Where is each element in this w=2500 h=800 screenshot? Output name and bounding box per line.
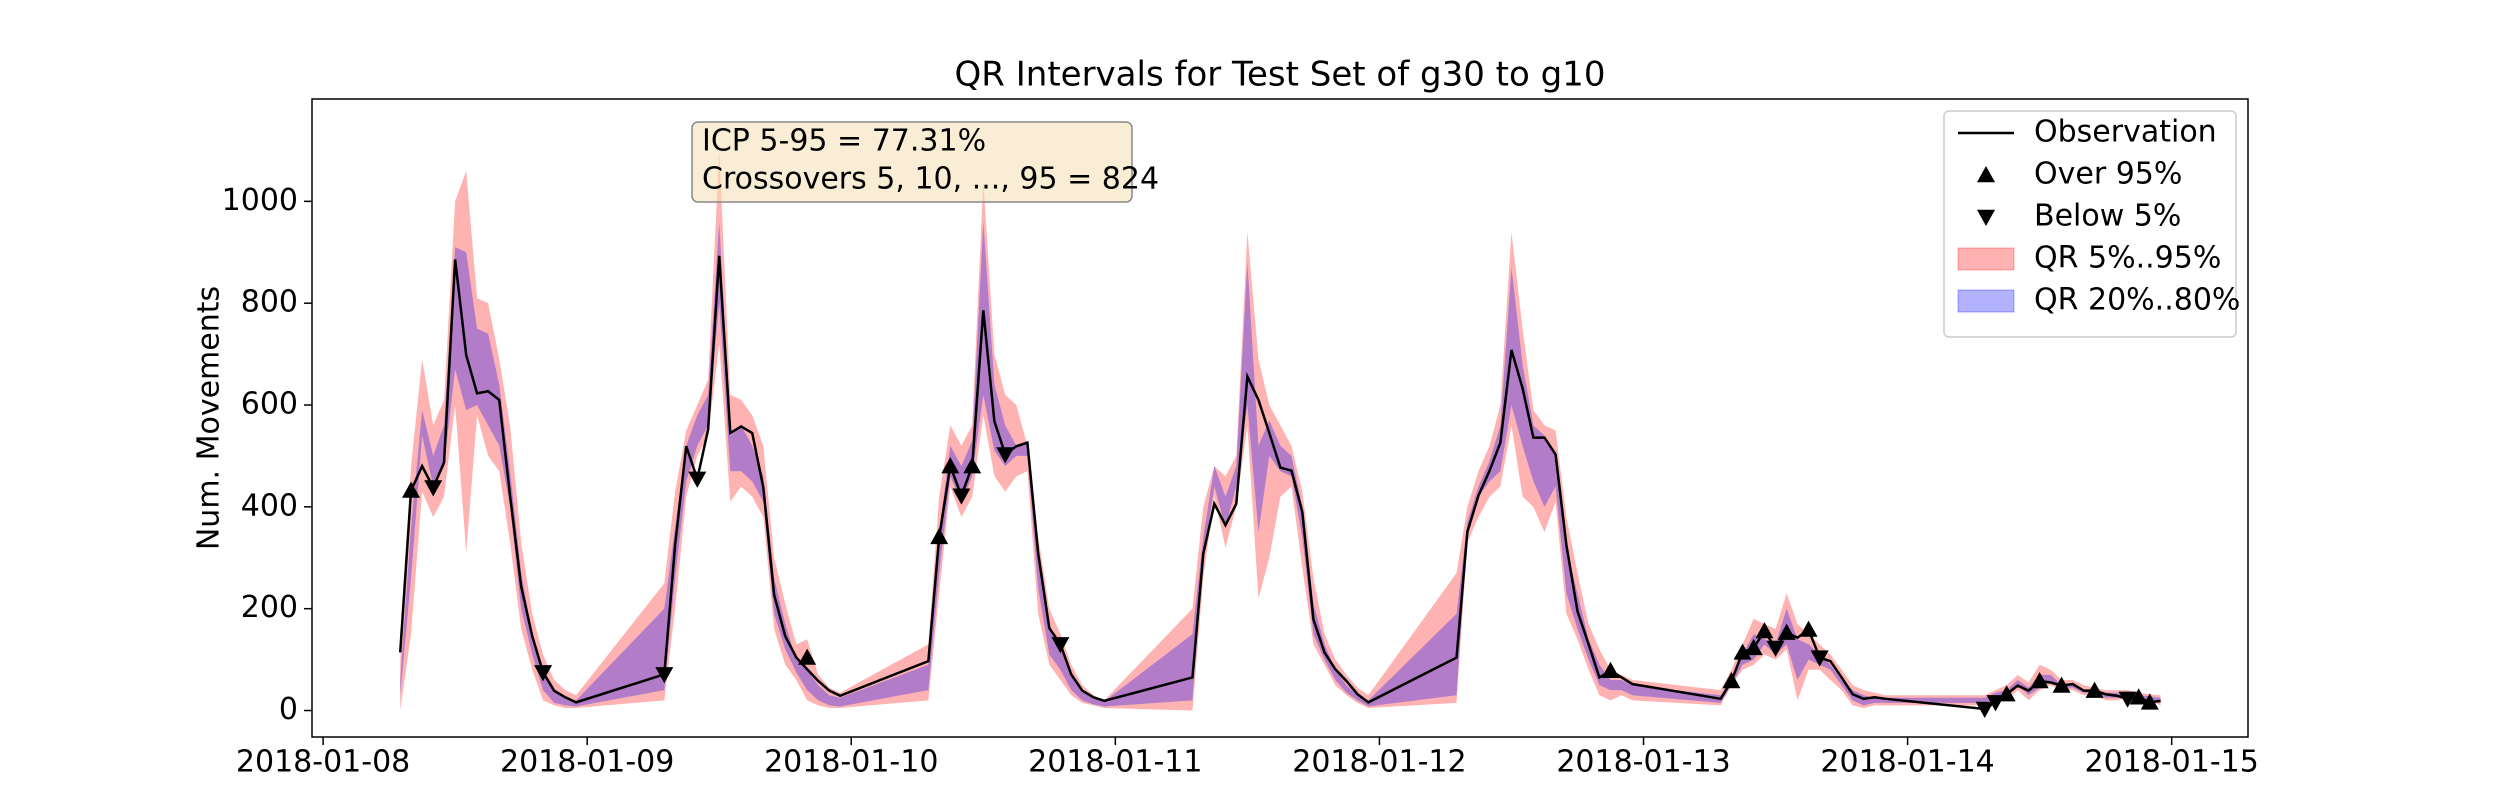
legend-swatch xyxy=(1957,247,2015,271)
y-tick-label: 1000 xyxy=(222,183,298,218)
marker xyxy=(930,527,949,545)
annotation: ICP 5-95 = 77.31%Crossovers 5, 10, ..., … xyxy=(691,121,1159,203)
x-tick-label: 2018-01-14 xyxy=(1820,745,1994,780)
marker xyxy=(2118,691,2137,708)
marker xyxy=(1799,620,1818,637)
marker xyxy=(2140,693,2159,710)
marker xyxy=(941,457,960,474)
marker xyxy=(798,648,817,665)
x-tick-label: 2018-01-15 xyxy=(2085,745,2259,780)
legend: Observation Over 95% Below 5% QR 5%..95% QR … xyxy=(1943,110,2240,338)
marker xyxy=(1766,640,1785,657)
marker xyxy=(996,447,1015,464)
observation-line xyxy=(398,255,2161,711)
band-area xyxy=(400,150,2161,711)
axes-frame xyxy=(311,98,2249,738)
chart-title: QR Intervals for Test Set of g30 to g10 xyxy=(955,55,1606,95)
marker xyxy=(1601,661,1620,679)
marker xyxy=(1722,671,1741,689)
y-tick-label: 400 xyxy=(241,488,298,523)
marker xyxy=(1755,622,1774,639)
marker xyxy=(655,667,674,684)
marker xyxy=(1777,623,1796,640)
y-tick-label: 600 xyxy=(241,387,298,422)
marker xyxy=(688,471,707,488)
x-tick-label: 2018-01-11 xyxy=(1028,745,1202,780)
legend-label: Over 95% xyxy=(2034,157,2182,192)
annotation-text: Crossovers 5, 10, ..., 95 = 824 xyxy=(702,162,1159,197)
x-tick-label: 2018-01-13 xyxy=(1556,745,1730,780)
marker xyxy=(2052,676,2071,693)
y-tick-label: 200 xyxy=(241,590,298,625)
plot-area xyxy=(398,150,2161,718)
x-tick-label: 2018-01-12 xyxy=(1292,745,1466,780)
x-tick-label: 2018-01-10 xyxy=(764,745,938,780)
x-tick-label: 2018-01-09 xyxy=(500,745,674,780)
annotation-box xyxy=(691,121,1133,203)
x-tick-label: 2018-01-08 xyxy=(236,745,410,780)
y-tick-label: 800 xyxy=(241,285,298,320)
y-tick-label: 0 xyxy=(279,692,298,727)
marker xyxy=(1986,695,2005,712)
marker xyxy=(534,665,553,682)
legend-label: Below 5% xyxy=(2034,199,2181,234)
marker xyxy=(1744,638,1763,656)
marker xyxy=(1051,637,1070,654)
marker xyxy=(952,488,971,505)
annotation-text: ICP 5-95 = 77.31% xyxy=(702,124,986,159)
marker xyxy=(424,480,443,497)
legend-box xyxy=(1943,110,2237,338)
marker xyxy=(2085,681,2104,698)
y-axis-label: Num. Movements xyxy=(192,286,227,550)
legend-label: QR 5%..95% xyxy=(2034,241,2221,276)
legend-swatch xyxy=(1977,166,1995,183)
marker xyxy=(1975,701,1994,718)
marker xyxy=(1733,643,1752,660)
legend-label: QR 20%..80% xyxy=(2034,283,2240,318)
legend-label: Observation xyxy=(2034,115,2217,150)
marker xyxy=(2030,671,2049,689)
marker xyxy=(1810,650,1829,667)
legend-swatch xyxy=(1977,209,1995,226)
legend-swatch xyxy=(1957,289,2015,313)
marker xyxy=(2129,688,2148,705)
marker xyxy=(402,481,421,498)
marker xyxy=(963,457,982,474)
